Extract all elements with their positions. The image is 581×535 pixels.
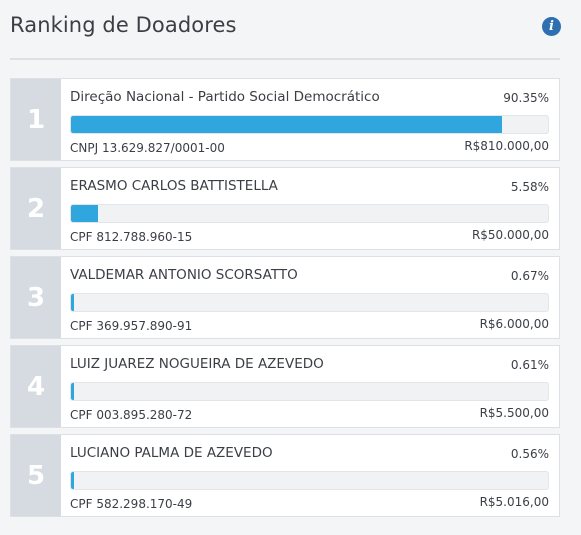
progress-fill: [71, 116, 502, 133]
panel-title: Ranking de Doadores: [10, 13, 237, 37]
donor-document: CPF 582.298.170-49: [70, 497, 193, 511]
progress-bar: [70, 382, 549, 401]
donor-percent: 0.67%: [510, 269, 549, 283]
donor-row: 5 LUCIANO PALMA DE AZEVEDO 0.56% CPF 582…: [10, 434, 560, 517]
rank-number: 3: [11, 257, 61, 338]
donor-name: Direção Nacional - Partido Social Democr…: [70, 89, 380, 105]
donor-name: LUCIANO PALMA DE AZEVEDO: [70, 445, 273, 461]
donor-percent: 0.61%: [510, 358, 549, 372]
donor-percent: 5.58%: [510, 180, 549, 194]
donor-row: 2 ERASMO CARLOS BATTISTELLA 5.58% CPF 81…: [10, 167, 560, 250]
progress-fill: [71, 294, 75, 311]
donor-amount: R$5.500,00: [479, 406, 549, 420]
donor-name: LUIZ JUAREZ NOGUEIRA DE AZEVEDO: [70, 356, 324, 372]
rank-number: 4: [11, 346, 61, 427]
donor-amount: R$810.000,00: [464, 139, 549, 153]
progress-bar: [70, 293, 549, 312]
progress-bar: [70, 204, 549, 223]
header-divider: [10, 58, 560, 60]
progress-bar: [70, 115, 549, 134]
donor-document: CPF 812.788.960-15: [70, 230, 193, 244]
donor-document: CPF 003.895.280-72: [70, 408, 193, 422]
donor-amount: R$50.000,00: [471, 228, 549, 242]
progress-bar: [70, 471, 549, 490]
progress-fill: [71, 205, 98, 222]
donor-details: Direção Nacional - Partido Social Democr…: [61, 79, 559, 160]
donor-list: 1 Direção Nacional - Partido Social Demo…: [10, 78, 560, 523]
donor-name: ERASMO CARLOS BATTISTELLA: [70, 178, 278, 194]
donor-percent: 0.56%: [510, 447, 549, 461]
donor-amount: R$5.016,00: [479, 495, 549, 509]
donor-name: VALDEMAR ANTONIO SCORSATTO: [70, 267, 298, 283]
progress-fill: [71, 383, 74, 400]
info-circle-icon[interactable]: i: [542, 17, 561, 36]
donor-row: 3 VALDEMAR ANTONIO SCORSATTO 0.67% CPF 3…: [10, 256, 560, 339]
panel-header: Ranking de Doadores i: [0, 0, 581, 58]
donor-details: VALDEMAR ANTONIO SCORSATTO 0.67% CPF 369…: [61, 257, 559, 338]
donor-row: 4 LUIZ JUAREZ NOGUEIRA DE AZEVEDO 0.61% …: [10, 345, 560, 428]
donor-document: CNPJ 13.629.827/0001-00: [70, 141, 225, 155]
donor-details: ERASMO CARLOS BATTISTELLA 5.58% CPF 812.…: [61, 168, 559, 249]
donor-details: LUIZ JUAREZ NOGUEIRA DE AZEVEDO 0.61% CP…: [61, 346, 559, 427]
donor-amount: R$6.000,00: [479, 317, 549, 331]
donor-document: CPF 369.957.890-91: [70, 319, 193, 333]
rank-number: 1: [11, 79, 61, 160]
rank-number: 5: [11, 435, 61, 516]
donor-details: LUCIANO PALMA DE AZEVEDO 0.56% CPF 582.2…: [61, 435, 559, 516]
donor-row: 1 Direção Nacional - Partido Social Demo…: [10, 78, 560, 161]
progress-fill: [71, 472, 74, 489]
rank-number: 2: [11, 168, 61, 249]
donor-percent: 90.35%: [503, 91, 549, 105]
